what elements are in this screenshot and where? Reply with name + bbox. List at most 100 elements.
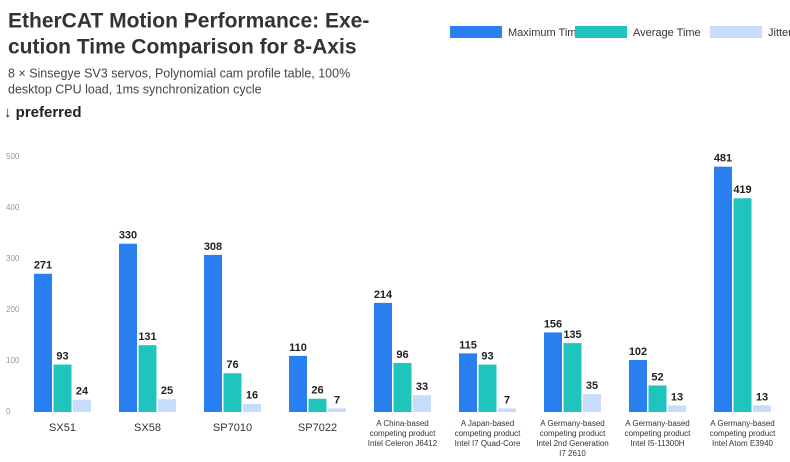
x-tick-label: SP7010 — [213, 422, 252, 434]
bar — [459, 353, 477, 412]
bar — [563, 343, 582, 412]
bar — [629, 359, 647, 412]
bar — [583, 394, 601, 412]
data-label: 13 — [756, 391, 768, 403]
y-tick-label: 100 — [6, 356, 20, 365]
x-tick-label: SX58 — [134, 422, 161, 434]
subtitle: 8 × Sinsegye SV3 servos, Polynomial cam … — [8, 66, 350, 80]
x-tick-line: A Japan-based — [461, 419, 514, 428]
data-label: 25 — [161, 385, 173, 397]
data-label: 135 — [563, 329, 581, 341]
data-label: 110 — [289, 342, 307, 354]
data-label: 481 — [714, 153, 732, 165]
y-tick-label: 300 — [6, 254, 20, 263]
x-tick-line: competing product — [370, 429, 437, 438]
data-label: 35 — [586, 380, 598, 392]
x-tick-line: competing product — [540, 429, 607, 438]
bar — [138, 345, 157, 412]
bar — [498, 408, 516, 412]
x-tick-label: A Japan-based competing product Intel I7 Q… — [455, 419, 522, 448]
y-tick-label: 500 — [6, 152, 20, 161]
data-label: 214 — [374, 289, 393, 301]
data-label: 13 — [671, 391, 683, 403]
x-tick-label: A Germany-based competing product Intel At… — [710, 419, 777, 448]
y-tick-label: 200 — [6, 305, 20, 314]
data-label: 93 — [56, 350, 68, 362]
x-tick-line: SP7010 — [213, 422, 252, 434]
x-tick-line: I7 2610 — [559, 449, 586, 458]
data-label: 96 — [396, 349, 408, 361]
data-label: 16 — [246, 390, 258, 402]
y-tick-label: 0 — [6, 407, 11, 416]
data-label: 7 — [334, 394, 340, 406]
x-tick-label: SX51 — [49, 422, 76, 434]
bar — [73, 399, 91, 412]
bar — [223, 373, 242, 412]
x-tick-line: SX51 — [49, 422, 76, 434]
bar — [308, 398, 327, 412]
x-tick-line: Intel I5-11300H — [630, 439, 684, 448]
bar — [374, 302, 392, 412]
bar — [119, 243, 137, 412]
bar — [393, 363, 412, 412]
data-label: 33 — [416, 381, 428, 393]
x-tick-line: A Germany-based — [540, 419, 604, 428]
x-tick-line: SX58 — [134, 422, 161, 434]
data-label: 52 — [651, 371, 663, 383]
x-tick-label: A China-based competing product Intel Cele… — [368, 419, 438, 448]
data-label: 115 — [459, 339, 477, 351]
x-tick-line: A Germany-based — [710, 419, 774, 428]
annotation: ↓ preferred — [4, 104, 82, 121]
x-tick-line: Intel Celeron J6412 — [368, 439, 438, 448]
subtitle: desktop CPU load, 1ms synchronization cy… — [8, 82, 262, 96]
y-tick-label: 400 — [6, 203, 20, 212]
data-label: 156 — [544, 318, 562, 330]
bar — [34, 273, 52, 412]
data-label: 271 — [34, 260, 52, 272]
legend-swatch — [575, 26, 627, 38]
bar — [753, 405, 771, 412]
x-tick-line: competing product — [455, 429, 522, 438]
data-label: 26 — [311, 385, 323, 397]
chart-title: EtherCAT Motion Performance: Exe- — [8, 10, 369, 33]
x-tick-line: Intel Atom E3940 — [712, 439, 773, 448]
bar — [204, 254, 222, 412]
bar — [668, 405, 686, 412]
bar — [413, 395, 431, 412]
data-label: 419 — [733, 184, 751, 196]
legend-label: Maximum Time — [508, 27, 583, 39]
legend-swatch — [450, 26, 502, 38]
bar — [544, 332, 562, 412]
x-tick-line: Intel 2nd Generation — [536, 439, 609, 448]
bar — [478, 364, 497, 412]
x-tick-line: A China-based — [376, 419, 428, 428]
bar — [733, 198, 752, 412]
data-label: 102 — [629, 346, 647, 358]
data-label: 76 — [226, 359, 238, 371]
data-label: 93 — [481, 350, 493, 362]
bar — [243, 403, 261, 412]
data-label: 131 — [138, 331, 156, 343]
legend-label: Jitter — [768, 27, 790, 39]
bar — [714, 166, 732, 412]
x-tick-line: A Germany-based — [625, 419, 689, 428]
data-label: 7 — [504, 394, 510, 406]
data-label: 308 — [204, 241, 222, 253]
x-tick-label: A Germany-based competing product Intel I5… — [625, 419, 692, 448]
bar — [648, 385, 667, 412]
x-tick-line: Intel I7 Quad-Core — [455, 439, 521, 448]
x-tick-label: SP7022 — [298, 422, 337, 434]
x-tick-label: A Germany-based competing product Intel 2n… — [536, 419, 609, 458]
data-label: 24 — [76, 386, 89, 398]
chart-title: cution Time Comparison for 8-Axis — [8, 36, 357, 59]
bar — [289, 355, 307, 412]
bar — [53, 364, 72, 412]
bar — [158, 399, 176, 412]
legend-label: Average Time — [633, 27, 701, 39]
data-label: 330 — [119, 230, 137, 242]
x-tick-line: competing product — [710, 429, 777, 438]
legend-swatch — [710, 26, 762, 38]
x-tick-line: SP7022 — [298, 422, 337, 434]
x-tick-line: competing product — [625, 429, 692, 438]
